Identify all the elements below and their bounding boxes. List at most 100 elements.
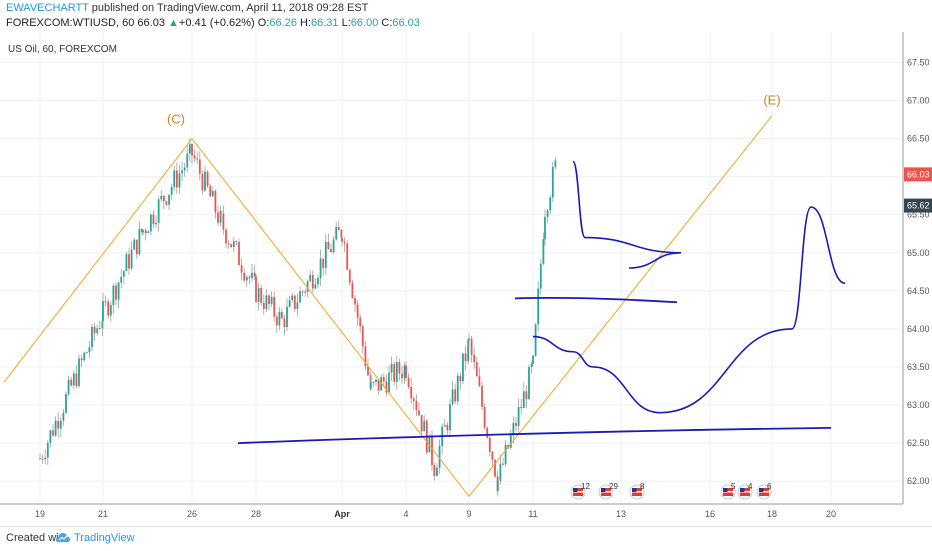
candle-body bbox=[142, 230, 144, 233]
events-layer: 12 29 8 5 4 6 bbox=[570, 482, 772, 500]
candle-body bbox=[537, 288, 540, 325]
candle-body bbox=[324, 241, 327, 268]
flag-stripe-white bbox=[573, 491, 583, 493]
candle-body bbox=[283, 318, 286, 328]
candle-body bbox=[183, 167, 186, 171]
price-tick-label: 67.00 bbox=[907, 96, 930, 106]
candle-body bbox=[117, 282, 120, 300]
candle-body bbox=[235, 241, 238, 243]
candle-body bbox=[251, 272, 253, 279]
candle-body bbox=[359, 317, 362, 327]
candle-body bbox=[157, 199, 160, 223]
price-tick-label: 66.50 bbox=[907, 134, 930, 144]
candle-body bbox=[509, 435, 512, 448]
author-link[interactable]: EWAVECHARTT bbox=[6, 2, 89, 14]
candle-body bbox=[155, 222, 157, 225]
candle-body bbox=[149, 214, 152, 232]
candle-body bbox=[238, 242, 240, 266]
candle-body bbox=[341, 237, 343, 242]
flag-stripe-white bbox=[759, 491, 769, 493]
flag-canton bbox=[601, 488, 606, 492]
candle-body bbox=[395, 362, 398, 382]
candle-body bbox=[405, 365, 407, 378]
candle-body bbox=[546, 210, 549, 217]
candle-body bbox=[160, 195, 163, 200]
price-change: +0.41 (+0.62%) bbox=[178, 17, 255, 29]
publish-line: EWAVECHARTT published on TradingView.com… bbox=[6, 2, 368, 14]
candle-body bbox=[390, 363, 393, 373]
us-flag-event-icon[interactable]: 5 bbox=[720, 482, 736, 500]
date-tick-label: 9 bbox=[466, 509, 471, 519]
candle-body bbox=[253, 272, 256, 277]
candle-body bbox=[227, 243, 230, 245]
candle-body bbox=[104, 301, 107, 303]
us-flag-event-icon[interactable]: 4 bbox=[737, 482, 753, 500]
time-axis[interactable]: 19 21 26 28 Apr 4 9 11 13 16 18 20 bbox=[0, 503, 903, 519]
flag-stripe-white bbox=[740, 491, 750, 493]
us-flag-event-icon[interactable]: 12 bbox=[570, 482, 590, 500]
us-flag-event-icon[interactable]: 6 bbox=[756, 482, 772, 500]
candle-body bbox=[343, 241, 346, 244]
candle-body bbox=[219, 210, 222, 214]
candle-body bbox=[418, 410, 420, 416]
candle-body bbox=[49, 430, 52, 443]
candle-body bbox=[186, 153, 189, 168]
chart-area[interactable]: US Oil, 60, FOREXCOM (C) (E) 12 29 8 5 4 6 62.… bbox=[0, 32, 932, 526]
open-value: 66.26 bbox=[269, 17, 297, 29]
price-tick-label: 63.50 bbox=[907, 362, 930, 372]
candle-body bbox=[138, 228, 141, 255]
candle-body bbox=[443, 424, 446, 427]
candle-body bbox=[309, 274, 312, 282]
tradingview-brand[interactable]: TradingView bbox=[74, 532, 135, 544]
date-tick-label: 28 bbox=[251, 509, 261, 519]
price-axis[interactable]: 62.00 62.50 63.00 63.50 64.00 64.50 65.00 65.50… bbox=[902, 32, 932, 504]
chart-canvas[interactable]: US Oil, 60, FOREXCOM (C) (E) 12 29 8 5 4 6 62.… bbox=[0, 32, 932, 526]
candle-body bbox=[554, 160, 557, 167]
candle-body bbox=[403, 365, 406, 379]
candle-body bbox=[301, 291, 304, 293]
candle-body bbox=[488, 437, 491, 452]
candle-body bbox=[46, 442, 49, 458]
candle-body bbox=[268, 295, 270, 304]
tradingview-logo-icon[interactable] bbox=[56, 531, 72, 550]
candle-body bbox=[462, 353, 464, 382]
candle-body bbox=[544, 216, 546, 240]
candle-body bbox=[470, 338, 473, 355]
candle-body bbox=[206, 171, 209, 187]
candle-body bbox=[532, 355, 534, 364]
candle-body bbox=[517, 406, 520, 426]
candle-body bbox=[293, 295, 296, 309]
candle-body bbox=[65, 394, 67, 413]
event-count: 5 bbox=[731, 482, 736, 491]
candle-body bbox=[351, 282, 354, 298]
us-flag-event-icon[interactable]: 29 bbox=[598, 482, 618, 500]
price-tick-label: 62.00 bbox=[907, 476, 930, 486]
candle-body bbox=[232, 241, 235, 248]
date-tick-label: 21 bbox=[98, 509, 108, 519]
candle-body bbox=[286, 306, 288, 328]
candle-body bbox=[296, 302, 299, 309]
price-tick-label: 64.00 bbox=[907, 324, 930, 334]
candle-body bbox=[112, 285, 115, 305]
candle-body bbox=[162, 195, 165, 202]
candle-body bbox=[52, 430, 54, 436]
candle-body bbox=[306, 281, 309, 292]
candle-body bbox=[311, 274, 314, 289]
candle-body bbox=[428, 435, 431, 453]
candle-body bbox=[209, 186, 212, 197]
event-count: 8 bbox=[640, 482, 645, 491]
candle-body bbox=[522, 391, 525, 409]
date-tick-label: 20 bbox=[826, 509, 836, 519]
date-tick-label: 18 bbox=[767, 509, 777, 519]
candle-body bbox=[420, 415, 423, 432]
wave-label-e: (E) bbox=[763, 92, 780, 107]
candle-body bbox=[483, 406, 486, 428]
us-flag-event-icon[interactable]: 8 bbox=[629, 482, 645, 500]
date-tick-label: 26 bbox=[187, 509, 197, 519]
flag-stripe-white bbox=[632, 491, 642, 493]
symbol-label[interactable]: FOREXCOM:WTIUSD, 60 bbox=[6, 17, 135, 29]
candle-body bbox=[314, 284, 317, 289]
low-label: L: bbox=[341, 17, 351, 29]
chart-legend: US Oil, 60, FOREXCOM bbox=[8, 44, 117, 55]
candle-body bbox=[398, 362, 401, 374]
